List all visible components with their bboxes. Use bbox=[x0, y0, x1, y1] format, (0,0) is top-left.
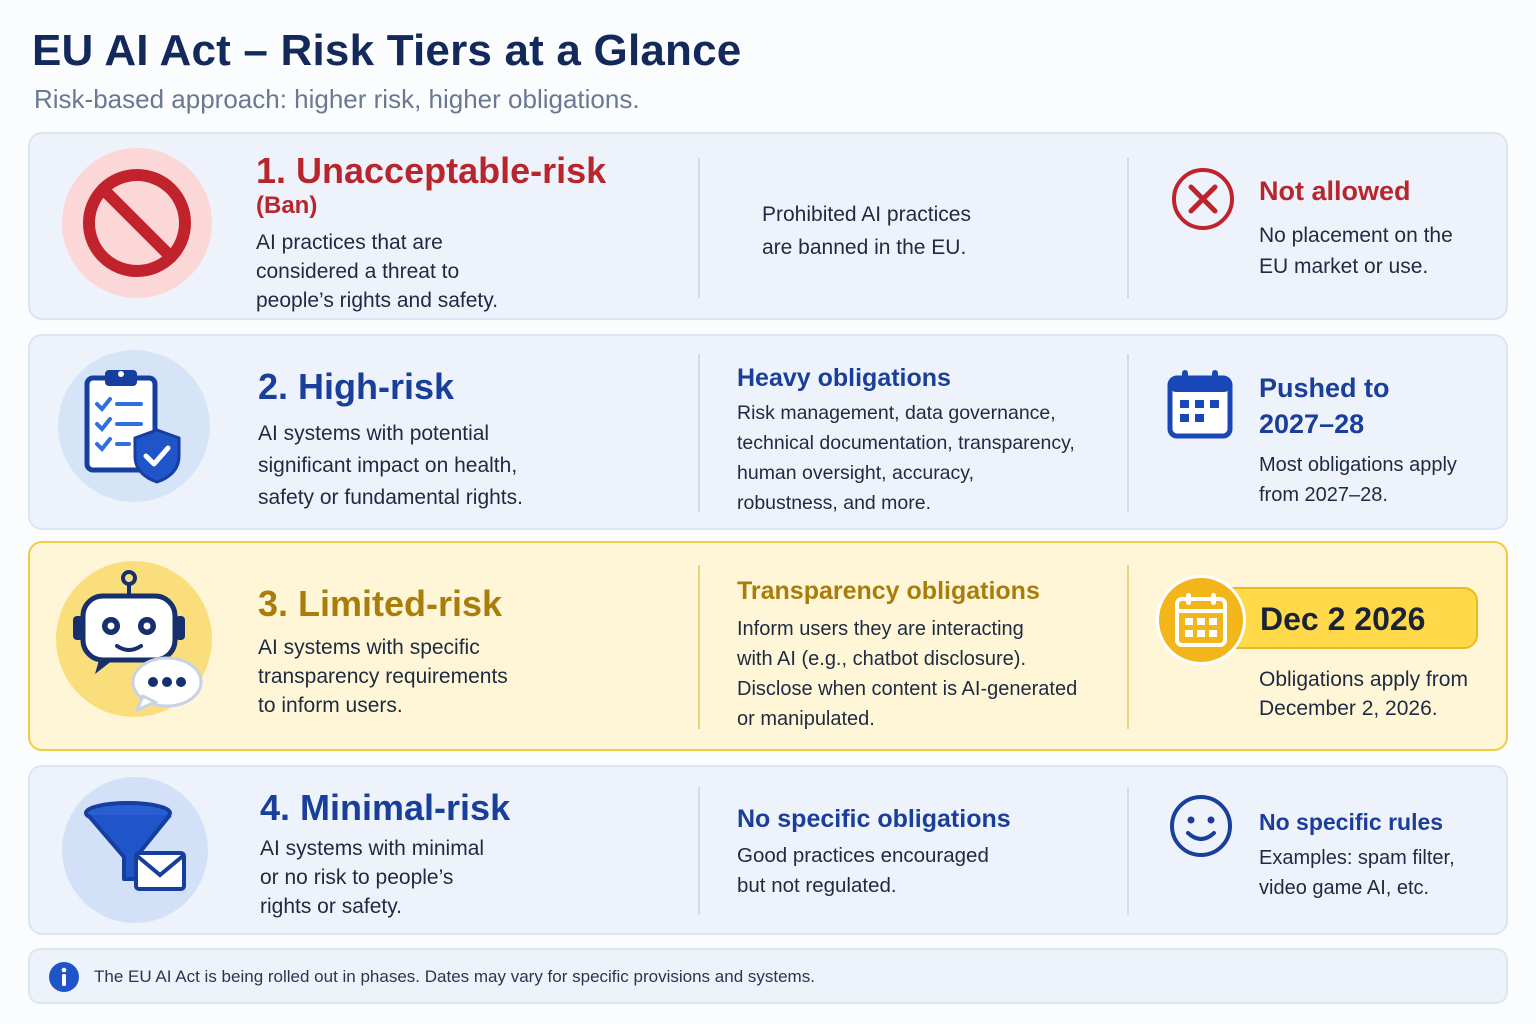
mid-text: Inform users they are interacting with A… bbox=[737, 614, 1077, 734]
clipboard-shield-icon bbox=[58, 350, 210, 502]
column-divider bbox=[698, 787, 700, 915]
tier-description: AI systems with specific transparency re… bbox=[258, 633, 508, 720]
mid-line: with AI (e.g., chatbot disclosure). bbox=[737, 648, 1027, 670]
tier-description: AI practices that are considered a threa… bbox=[256, 228, 498, 315]
column-divider bbox=[1127, 354, 1129, 512]
mid-heading: Heavy obligations bbox=[737, 364, 951, 392]
date-label: Dec 2 2026 bbox=[1260, 601, 1426, 637]
mid-line: robustness, and more. bbox=[737, 492, 932, 514]
mid-line: technical documentation, transparency, bbox=[737, 432, 1075, 454]
description-line: significant impact on health, bbox=[258, 454, 518, 477]
mid-line: Inform users they are interacting bbox=[737, 618, 1024, 640]
funnel-envelope-icon bbox=[62, 777, 208, 923]
right-line: No placement on the bbox=[1259, 224, 1453, 247]
calendar-icon bbox=[1156, 575, 1246, 665]
tier-description: AI systems with potential significant im… bbox=[258, 418, 523, 514]
column-divider bbox=[698, 354, 700, 512]
description-line: considered a threat to bbox=[256, 260, 460, 283]
tier-description: AI systems with minimal or no risk to pe… bbox=[260, 834, 484, 921]
description-line: AI systems with specific bbox=[258, 636, 480, 659]
right-text: Examples: spam filter, video game AI, et… bbox=[1259, 843, 1455, 903]
tier-title: 1. Unacceptable-risk bbox=[256, 150, 607, 191]
right-heading-line: 2027–28 bbox=[1259, 409, 1365, 439]
description-line: or no risk to people’s bbox=[260, 866, 454, 889]
tier-subtitle: (Ban) bbox=[256, 192, 318, 219]
right-line: December 2, 2026. bbox=[1259, 697, 1438, 720]
mid-text: Prohibited AI practices are banned in th… bbox=[762, 198, 971, 264]
info-icon bbox=[48, 961, 80, 998]
mid-line: human oversight, accuracy, bbox=[737, 462, 974, 484]
column-divider bbox=[698, 158, 700, 298]
tier-card-limited: 3. Limited-risk AI systems with specific… bbox=[28, 541, 1508, 751]
right-line: Most obligations apply bbox=[1259, 454, 1457, 476]
tier-card-high: 2. High-risk AI systems with potential s… bbox=[28, 334, 1508, 530]
smiley-icon bbox=[1168, 793, 1234, 864]
tier-title: 4. Minimal-risk bbox=[260, 787, 511, 828]
right-line: EU market or use. bbox=[1259, 255, 1429, 278]
x-circle-icon bbox=[1170, 166, 1236, 237]
mid-line: Risk management, data governance, bbox=[737, 402, 1056, 424]
right-line: video game AI, etc. bbox=[1259, 877, 1430, 899]
mid-line: Disclose when content is AI-generated bbox=[737, 678, 1078, 700]
column-divider bbox=[1127, 565, 1129, 729]
right-line: Examples: spam filter, bbox=[1259, 847, 1455, 869]
mid-heading: Transparency obligations bbox=[737, 577, 1040, 605]
tier-title: 2. High-risk bbox=[258, 366, 455, 407]
description-line: AI systems with potential bbox=[258, 422, 490, 445]
description-line: transparency requirements bbox=[258, 665, 508, 688]
mid-line: Good practices encouraged bbox=[737, 844, 989, 867]
chatbot-icon bbox=[56, 561, 212, 717]
tier-card-unacceptable: 1. Unacceptable-risk (Ban) AI practices … bbox=[28, 132, 1508, 320]
description-line: safety or fundamental rights. bbox=[258, 486, 523, 509]
right-text: No placement on the EU market or use. bbox=[1259, 220, 1453, 282]
footer-text: The EU AI Act is being rolled out in pha… bbox=[94, 967, 815, 986]
mid-heading: No specific obligations bbox=[737, 805, 1011, 833]
mid-line: Prohibited AI practices bbox=[762, 203, 971, 226]
date-badge bbox=[1220, 587, 1478, 649]
tier-title: 3. Limited-risk bbox=[258, 583, 503, 624]
mid-line: are banned in the EU. bbox=[762, 236, 967, 259]
right-heading-line: Pushed to bbox=[1259, 373, 1390, 403]
right-heading: Not allowed bbox=[1259, 176, 1411, 206]
right-heading: Pushed to 2027–28 bbox=[1259, 370, 1390, 442]
description-line: AI practices that are bbox=[256, 231, 443, 254]
right-line: from 2027–28. bbox=[1259, 484, 1388, 506]
tier-card-minimal: 4. Minimal-risk AI systems with minimal … bbox=[28, 765, 1508, 935]
mid-text: Good practices encouraged but not regula… bbox=[737, 841, 989, 901]
right-line: Obligations apply from bbox=[1259, 668, 1468, 691]
mid-line: but not regulated. bbox=[737, 874, 897, 897]
mid-line: or manipulated. bbox=[737, 708, 875, 730]
calendar-icon bbox=[1166, 368, 1234, 445]
footer-note: The EU AI Act is being rolled out in pha… bbox=[28, 948, 1508, 1004]
right-text: Obligations apply from December 2, 2026. bbox=[1259, 665, 1468, 723]
description-line: people’s rights and safety. bbox=[256, 289, 499, 312]
description-line: AI systems with minimal bbox=[260, 837, 485, 860]
description-line: to inform users. bbox=[258, 694, 403, 717]
column-divider bbox=[698, 565, 700, 729]
column-divider bbox=[1127, 787, 1129, 915]
right-text: Most obligations apply from 2027–28. bbox=[1259, 450, 1457, 510]
mid-text: Risk management, data governance, techni… bbox=[737, 398, 1075, 518]
column-divider bbox=[1127, 158, 1129, 298]
page-subtitle: Risk-based approach: higher risk, higher… bbox=[34, 84, 640, 114]
description-line: rights or safety. bbox=[260, 895, 402, 918]
prohibited-icon bbox=[62, 148, 212, 298]
right-heading: No specific rules bbox=[1259, 809, 1444, 835]
page-title: EU AI Act – Risk Tiers at a Glance bbox=[32, 26, 742, 75]
